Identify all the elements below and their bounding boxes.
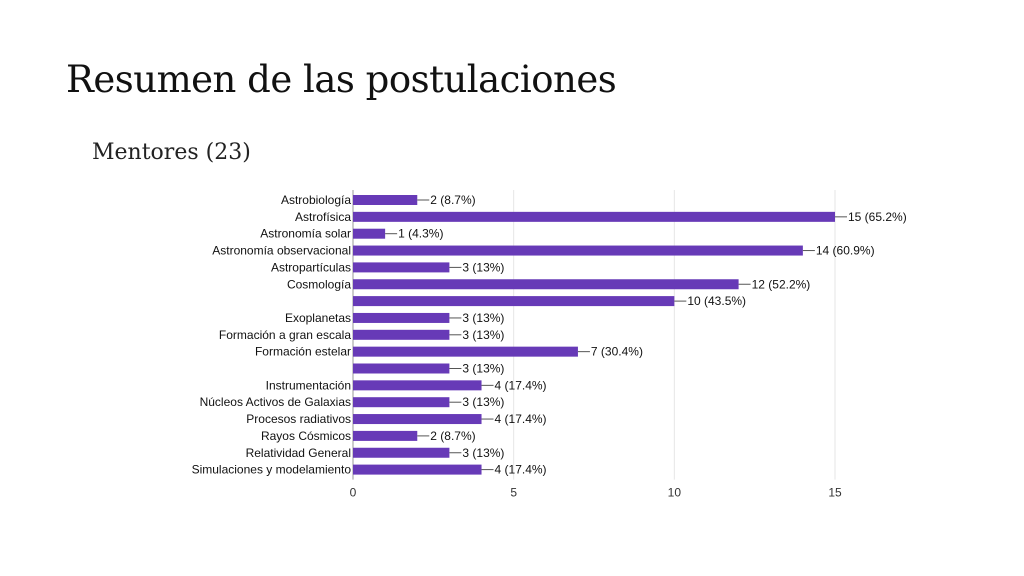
category-label: Cosmología: [287, 277, 351, 291]
chart-subtitle: Mentores (23): [92, 140, 251, 165]
category-label: Astronomía observacional: [212, 244, 351, 258]
bar: [353, 414, 482, 425]
bar: [353, 245, 803, 256]
slide-title: Resumen de las postulaciones: [66, 58, 617, 101]
category-label: Formación a gran escala: [219, 328, 351, 342]
bar: [353, 447, 450, 458]
bar: [353, 312, 450, 323]
data-label: 4 (17.4%): [495, 378, 547, 392]
data-label: 12 (52.2%): [752, 277, 811, 291]
data-label: 2 (8.7%): [430, 429, 475, 443]
category-label: Astrobiología: [281, 193, 351, 207]
bar: [353, 430, 418, 441]
x-tick-label: 10: [668, 486, 682, 500]
category-label: Astronomía solar: [260, 227, 351, 241]
category-label: Núcleos Activos de Galaxias: [200, 395, 351, 409]
category-label: Astrofísica: [295, 210, 351, 224]
data-label: 7 (30.4%): [591, 345, 643, 359]
data-label: 1 (4.3%): [398, 227, 443, 241]
bar: [353, 211, 835, 222]
bar: [353, 262, 450, 273]
data-label: 15 (65.2%): [848, 210, 907, 224]
x-tick-label: 5: [510, 486, 517, 500]
bar: [353, 296, 675, 307]
bar: [353, 363, 450, 374]
x-tick-label: 15: [828, 486, 842, 500]
data-label: 3 (13%): [462, 395, 504, 409]
data-label: 4 (17.4%): [495, 412, 547, 426]
data-label: 2 (8.7%): [430, 193, 475, 207]
category-label: Astropartículas: [271, 260, 351, 274]
category-label: Instrumentación: [266, 378, 351, 392]
bar: [353, 397, 450, 408]
data-label: 3 (13%): [462, 446, 504, 460]
category-label: Relatividad General: [246, 446, 351, 460]
data-label: 3 (13%): [462, 328, 504, 342]
data-label: 3 (13%): [462, 260, 504, 274]
category-label: Rayos Cósmicos: [261, 429, 351, 443]
data-label: 3 (13%): [462, 311, 504, 325]
x-tick-label: 0: [350, 486, 357, 500]
data-label: 3 (13%): [462, 362, 504, 376]
bar: [353, 279, 739, 290]
data-label: 4 (17.4%): [495, 463, 547, 477]
data-label: 14 (60.9%): [816, 244, 875, 258]
bar: [353, 464, 482, 475]
category-label: Simulaciones y modelamiento: [192, 463, 352, 477]
bar: [353, 195, 418, 205]
category-label: Procesos radiativos: [246, 412, 351, 426]
bar: [353, 346, 578, 357]
bar: [353, 228, 386, 239]
bar: [353, 380, 482, 391]
data-label: 10 (43.5%): [687, 294, 746, 308]
category-label: Formación estelar: [255, 345, 351, 359]
bar: [353, 329, 450, 340]
category-label: Exoplanetas: [285, 311, 351, 325]
